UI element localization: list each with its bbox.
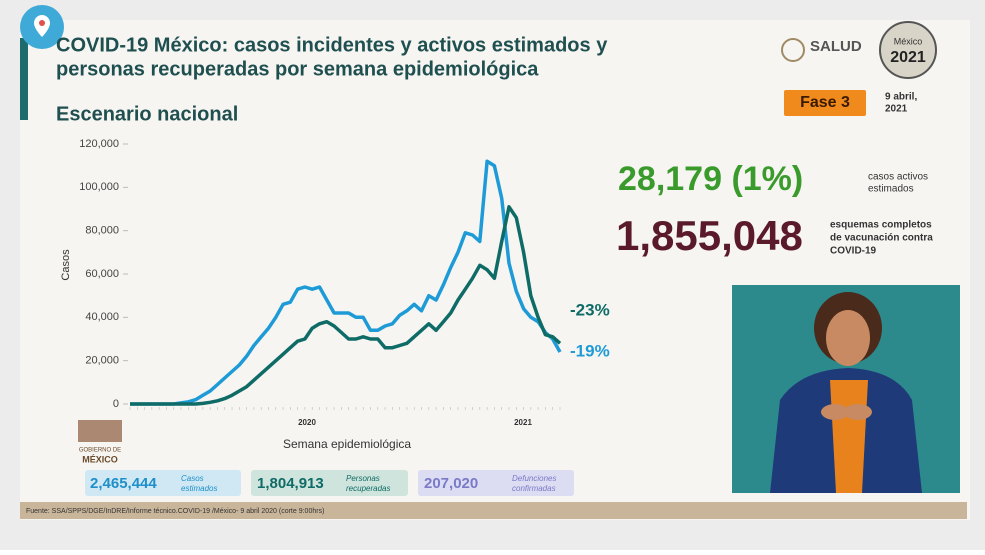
annotation: -19% xyxy=(570,341,610,360)
interpreter-hands xyxy=(821,404,849,420)
source: Fuente: SSA/SPPS/DGE/InDRE/Informe técni… xyxy=(26,508,324,515)
interpreter-video xyxy=(732,285,960,493)
x-axis-label: Semana epidemiológica xyxy=(283,437,411,451)
box-label: estimados xyxy=(181,484,217,493)
stat-label: COVID-19 xyxy=(830,246,877,257)
year-label: 2021 xyxy=(514,418,532,427)
y-tick-label: 0 xyxy=(113,398,119,410)
box-value: 2,465,444 xyxy=(90,475,157,492)
salud-emblem xyxy=(781,38,805,62)
box-label: Casos xyxy=(181,474,204,483)
box-label: recuperadas xyxy=(346,484,390,493)
title-line: personas recuperadas por semana epidemio… xyxy=(56,58,539,80)
periscope-dot xyxy=(39,20,45,26)
chart: Casos Semana epidemiológica 2020 2021 -2… xyxy=(60,138,610,451)
box-label: Defunciones xyxy=(512,474,556,483)
series-line xyxy=(130,159,562,406)
y-tick-label: 100,000 xyxy=(79,181,119,193)
subtitle: Escenario nacional xyxy=(56,103,238,125)
date: 2021 xyxy=(885,104,908,115)
box xyxy=(251,470,408,496)
stat-label: de vacunación contra xyxy=(830,233,933,244)
y-tick-label: 120,000 xyxy=(79,138,119,150)
box-value: 1,804,913 xyxy=(257,475,324,492)
interpreter-hands xyxy=(844,404,872,420)
gov-emblem xyxy=(78,420,122,442)
date: 9 abril, xyxy=(885,92,917,103)
stat-label: casos activos xyxy=(868,172,928,183)
accent-bar xyxy=(20,38,28,120)
vaccination-count: 1,855,048 xyxy=(616,212,803,259)
active-cases: 28,179 (1%) xyxy=(618,160,803,198)
stat-label: estimados xyxy=(868,184,914,195)
box xyxy=(418,470,574,496)
series-line xyxy=(130,205,562,406)
phase: Fase 3 xyxy=(800,94,850,111)
interpreter-shirt xyxy=(830,380,868,493)
stat-label: esquemas completos xyxy=(830,220,932,231)
y-axis-label: Casos xyxy=(60,249,72,281)
gov-logo: GOBIERNO DE xyxy=(79,448,121,454)
annotation: -23% xyxy=(570,300,610,319)
logo-text: 2021 xyxy=(890,49,926,66)
interpreter-face xyxy=(826,310,870,366)
ministry: SALUD xyxy=(810,38,862,55)
y-tick-label: 80,000 xyxy=(85,225,119,237)
box-label: Personas xyxy=(346,474,380,483)
y-tick-label: 40,000 xyxy=(85,311,119,323)
title-line: COVID-19 México: casos incidentes y acti… xyxy=(56,34,608,56)
phase-badge xyxy=(784,90,866,116)
y-tick-label: 20,000 xyxy=(85,355,119,367)
source-bar xyxy=(20,502,967,519)
year-label: 2020 xyxy=(298,418,316,427)
box-label: confirmadas xyxy=(512,484,556,493)
y-tick-label: 60,000 xyxy=(85,268,119,280)
gov-logo: MÉXICO xyxy=(82,454,118,464)
box xyxy=(85,470,241,496)
logo-text: México xyxy=(894,36,923,46)
logo-2021 xyxy=(879,21,937,79)
box-value: 207,020 xyxy=(424,475,478,492)
